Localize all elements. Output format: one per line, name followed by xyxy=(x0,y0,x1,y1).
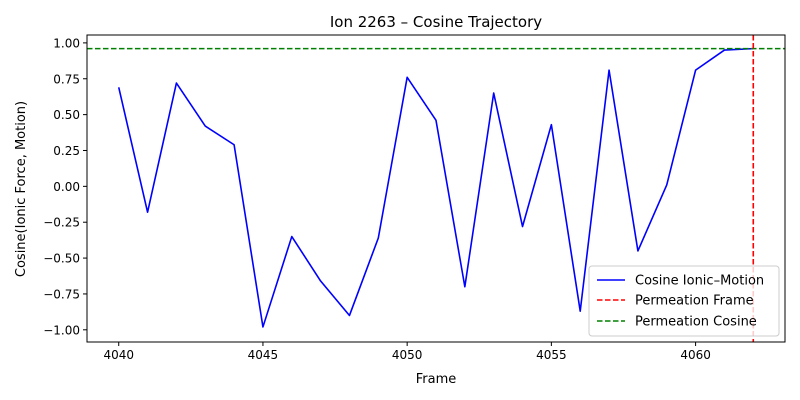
legend: Cosine Ionic–Motion Permeation Frame Per… xyxy=(588,265,780,337)
legend-label-permeation-cosine: Permeation Cosine xyxy=(635,315,757,330)
x-tick-label: 4050 xyxy=(392,348,423,362)
y-tick-label: 0.75 xyxy=(53,72,80,86)
axes-frame xyxy=(86,34,786,343)
plot-area: 4040 4045 4050 4055 4060 −1.00 −0.75 −0.50 −0.25… xyxy=(43,34,786,362)
plot-lines xyxy=(87,35,785,342)
legend-box xyxy=(588,265,780,337)
y-tick-label: −0.25 xyxy=(43,216,80,230)
x-axis-label: Frame xyxy=(416,372,457,387)
y-tick-label: 0.25 xyxy=(53,144,80,158)
x-tick-label: 4045 xyxy=(248,348,279,362)
y-tick-label: 1.00 xyxy=(53,36,80,50)
x-tick-label: 4055 xyxy=(536,348,567,362)
chart-title: Ion 2263 – Cosine Trajectory xyxy=(330,13,542,31)
y-tick-label: 0.50 xyxy=(53,108,80,122)
legend-label-cosine: Cosine Ionic–Motion xyxy=(635,274,764,289)
y-axis-label: Cosine(Ionic Force, Motion) xyxy=(14,101,29,277)
series-line-0 xyxy=(117,47,754,328)
y-tick-label: −0.50 xyxy=(43,252,80,266)
y-tick-label: 0.00 xyxy=(53,180,80,194)
x-tick-label: 4040 xyxy=(103,348,134,362)
y-tick-label: −0.75 xyxy=(43,287,80,301)
x-tick-label: 4060 xyxy=(680,348,711,362)
legend-label-permeation-frame: Permeation Frame xyxy=(635,294,754,309)
y-tick-label: −1.00 xyxy=(43,323,80,337)
